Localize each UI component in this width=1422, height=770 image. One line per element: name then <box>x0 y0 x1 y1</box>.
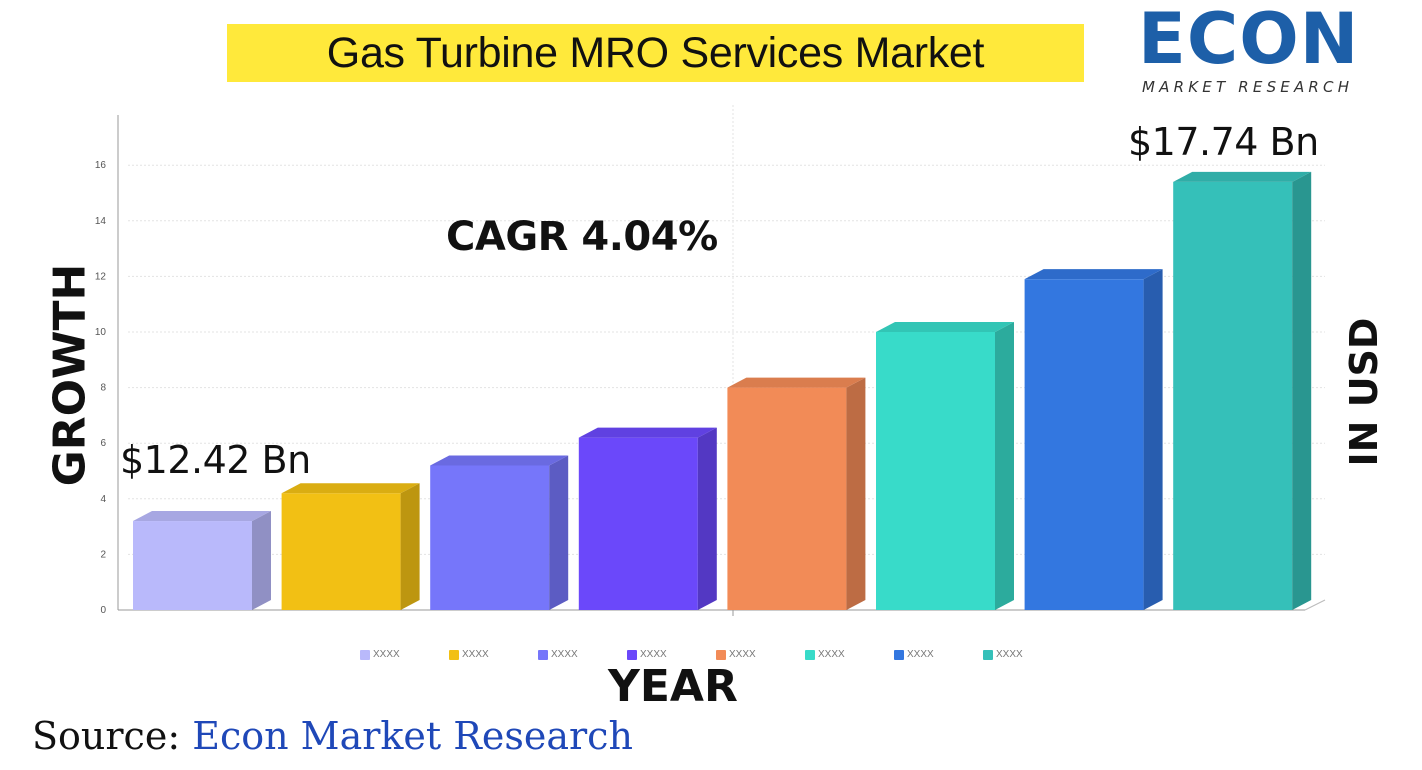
bar-side <box>549 455 568 610</box>
bar-front <box>579 438 698 610</box>
y-tick-label: 8 <box>100 383 106 394</box>
y-tick-label: 16 <box>95 160 107 171</box>
legend-swatch <box>894 650 904 660</box>
bar-top <box>876 322 1014 332</box>
x-axis-title: YEAR <box>608 661 738 712</box>
bar <box>1173 172 1311 610</box>
last-value-annotation: $17.74 Bn <box>1128 120 1319 164</box>
legend-swatch <box>360 650 370 660</box>
legend-label: XXXX <box>373 649 400 660</box>
legend-label: XXXX <box>551 649 578 660</box>
legend-item[interactable]: XXXX <box>983 649 1072 660</box>
bar-side <box>995 322 1014 610</box>
bar <box>1025 269 1163 610</box>
legend-label: XXXX <box>462 649 489 660</box>
bar-top <box>282 483 420 493</box>
y-tick-label: 12 <box>95 271 107 282</box>
bar-side <box>1292 172 1311 610</box>
bar <box>430 455 568 610</box>
source-line: Source: Econ Market Research <box>32 714 633 758</box>
y-tick-label: 6 <box>100 438 106 449</box>
y-tick-label: 0 <box>100 605 106 616</box>
bar-top <box>430 455 568 465</box>
bar-top <box>1025 269 1163 279</box>
y-axis-title: GROWTH <box>45 264 96 487</box>
legend-label: XXXX <box>729 649 756 660</box>
bar <box>282 483 420 610</box>
right-axis-title: IN USD <box>1342 318 1386 467</box>
source-prefix: Source: <box>32 714 192 758</box>
legend-swatch <box>983 650 993 660</box>
bar-front <box>727 388 846 610</box>
legend-swatch <box>627 650 637 660</box>
legend-item[interactable]: XXXX <box>894 649 983 660</box>
bar <box>133 511 271 610</box>
legend-item[interactable]: XXXX <box>538 649 627 660</box>
bar-front <box>282 493 401 610</box>
bar-side <box>252 511 271 610</box>
bar-side <box>846 378 865 610</box>
bar-front <box>876 332 995 610</box>
legend-swatch <box>449 650 459 660</box>
bar-side <box>1144 269 1163 610</box>
bar-top <box>133 511 271 521</box>
bar <box>727 378 865 610</box>
bar-front <box>133 521 252 610</box>
bar-front <box>1025 279 1144 610</box>
legend-swatch <box>716 650 726 660</box>
bar <box>876 322 1014 610</box>
bar-front <box>1173 182 1292 610</box>
legend-item[interactable]: XXXX <box>805 649 894 660</box>
y-tick-label: 10 <box>95 327 107 338</box>
chart-legend: XXXX XXXX XXXX XXXX XXXX XXXX XXXX XXXX <box>360 649 1072 660</box>
bar-front <box>430 465 549 610</box>
legend-swatch <box>805 650 815 660</box>
bar-side <box>401 483 420 610</box>
bar-top <box>1173 172 1311 182</box>
legend-item[interactable]: XXXX <box>627 649 716 660</box>
legend-item[interactable]: XXXX <box>449 649 538 660</box>
y-tick-label: 14 <box>95 216 107 227</box>
first-value-annotation: $12.42 Bn <box>120 438 311 482</box>
bar <box>579 428 717 610</box>
source-org: Econ Market Research <box>192 714 633 758</box>
legend-item[interactable]: XXXX <box>360 649 449 660</box>
legend-swatch <box>538 650 548 660</box>
cagr-label: CAGR 4.04% <box>446 214 718 260</box>
y-tick-label: 2 <box>100 549 106 560</box>
bar-top <box>579 428 717 438</box>
bar-top <box>727 378 865 388</box>
y-tick-label: 4 <box>100 494 106 505</box>
legend-label: XXXX <box>907 649 934 660</box>
bar-side <box>698 428 717 610</box>
legend-label: XXXX <box>640 649 667 660</box>
legend-label: XXXX <box>996 649 1023 660</box>
legend-label: XXXX <box>818 649 845 660</box>
legend-item[interactable]: XXXX <box>716 649 805 660</box>
